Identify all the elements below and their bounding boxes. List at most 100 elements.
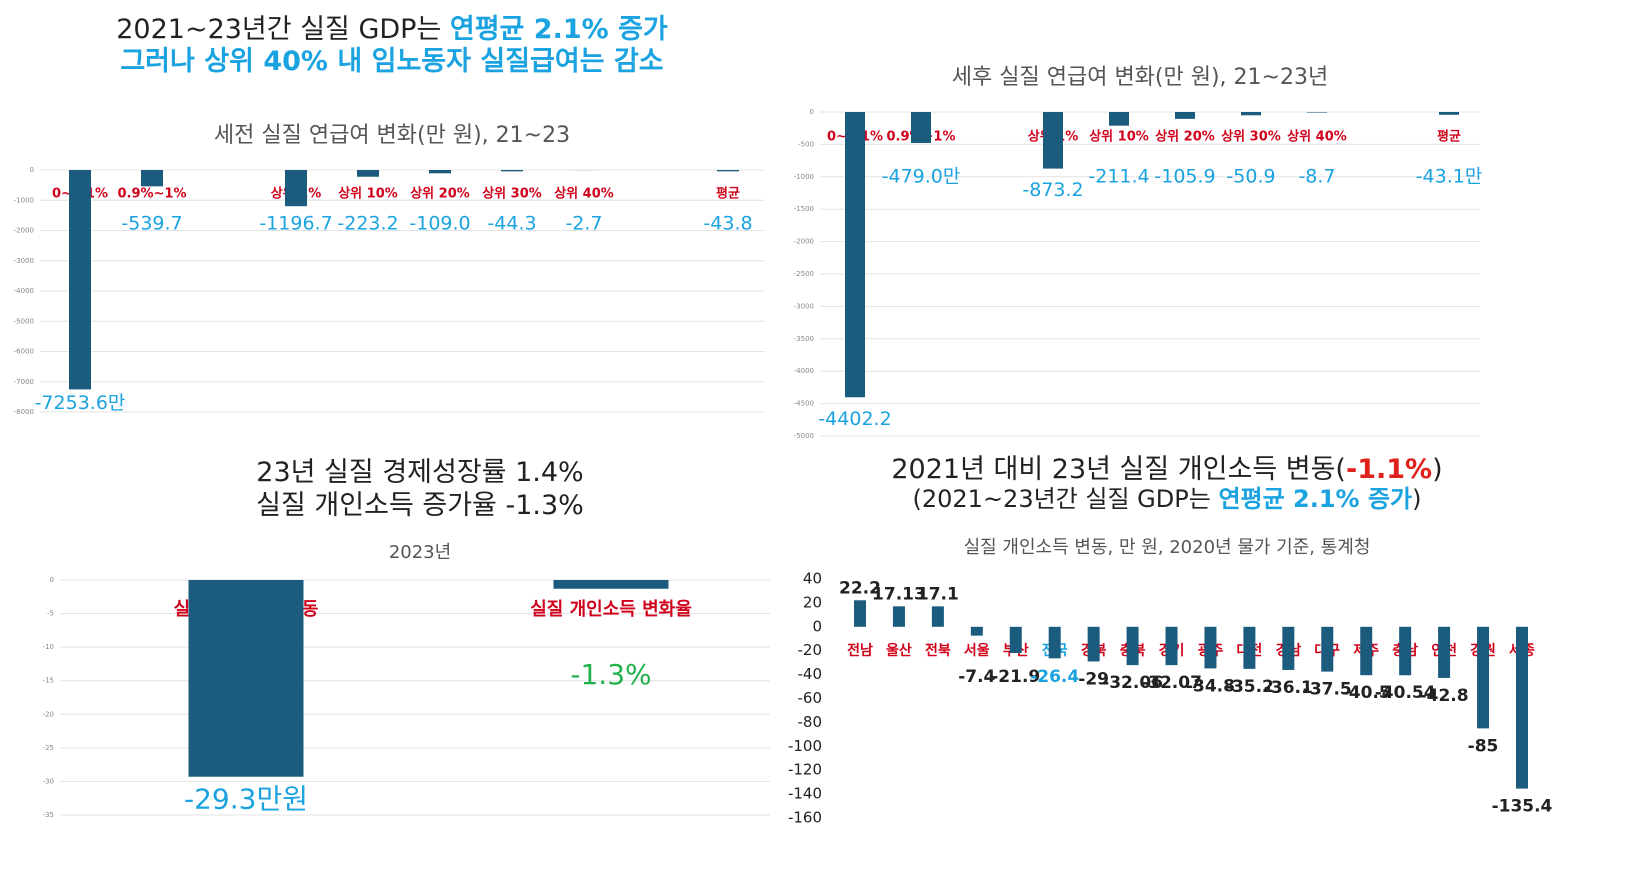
bar [1241,112,1261,116]
y-tick-label: -60 [798,689,823,707]
headline-part: (2021~23년간 실질 GDP는 [913,485,1219,513]
category-label: 0.9%~1% [117,187,186,202]
bar [1048,626,1061,659]
value-label: -32.07 [1141,673,1202,693]
value-label: -223.2 [337,213,398,235]
y-tick-label: -2000 [794,238,814,246]
category-label: 상위 40% [1287,130,1347,145]
value-label: -7.4 [958,667,995,687]
bar [717,170,739,172]
value-label: -32.06 [1102,673,1163,693]
value-label: -43.1만 [1416,166,1483,188]
bar [1439,112,1459,115]
headline: 실질 개인소득 증가율 -1.3% [256,490,584,521]
y-tick-label: -140 [788,785,822,803]
bar [1175,112,1195,119]
bar [1477,626,1490,729]
category-label: 서울 [964,642,990,659]
bar [141,170,163,187]
value-label: -42.8 [1420,686,1469,706]
category-label: 실질 개인소득 변화율 [530,599,692,620]
headline-part: 2021년 대비 23년 실질 개인소득 변동( [891,454,1346,485]
bar [501,170,523,172]
value-label: -35.2 [1225,677,1274,697]
bar [69,170,91,390]
value-label: 17.13 [872,584,926,604]
headline: 2021~23년간 실질 GDP는 연평균 2.1% 증가 [116,14,668,45]
y-tick-label: -3500 [794,335,814,343]
y-tick-label: -10 [43,643,54,651]
y-tick-label: -20 [43,710,54,718]
value-label: -479.0만 [882,166,961,188]
category-label: 상위 20% [410,187,470,202]
bar [357,170,379,177]
y-tick-label: -4000 [14,287,34,295]
y-tick-label: -4000 [794,367,814,375]
bar [1165,626,1178,666]
value-label: -539.7 [121,213,182,235]
y-tick-label: -1500 [794,205,814,213]
category-label: 상위 30% [482,187,542,202]
headline-part: 2021~23년간 실질 GDP는 [116,14,450,45]
value-label: -26.4 [1030,667,1079,687]
bar [931,606,944,627]
y-tick-label: -20 [798,641,823,659]
bar [1321,626,1334,672]
bar [970,626,983,636]
value-label: 22.2 [839,578,881,598]
y-tick-label: -35 [43,811,54,819]
value-label: 17.1 [917,584,959,604]
y-tick-label: -2000 [14,227,34,235]
value-label: -4402.2 [818,408,891,430]
bar [285,170,307,207]
bar [854,600,866,627]
category-label: 상위 20% [1155,130,1215,145]
y-tick-label: -5000 [794,432,814,440]
category-label: 상위 30% [1221,130,1281,145]
category-label: 상위 10% [1089,130,1149,145]
category-label: 평균 [716,186,740,202]
value-label: -109.0 [409,213,470,235]
y-tick-label: 0 [810,108,814,116]
value-label: -29.3만원 [184,783,308,816]
value-label: -29 [1078,669,1109,689]
y-tick-label: -5 [47,610,54,618]
headline-part: 실질 개인소득 증가율 -1.3% [256,490,584,521]
y-tick-label: -4500 [794,400,814,408]
bar [1307,112,1327,113]
category-label: 전남 [847,642,873,659]
y-tick-label: 20 [803,593,822,611]
value-label: -34.8 [1186,676,1235,696]
chart-title: 실질 개인소득 변동, 만 원, 2020년 물가 기준, 통계청 [964,537,1371,558]
value-label: -135.4 [1492,797,1553,817]
y-tick-label: -1000 [794,173,814,181]
bar [892,606,905,627]
category-label: 평균 [1437,129,1461,145]
y-tick-label: -3000 [14,257,34,265]
category-label: 상위 40% [554,187,614,202]
y-tick-label: -1000 [14,196,34,204]
y-tick-label: -120 [788,761,822,779]
bar [1204,626,1217,669]
y-tick-label: -500 [798,140,814,148]
value-label: -50.9 [1226,166,1275,188]
y-tick-label: -8000 [14,408,34,416]
value-label: -7253.6만 [35,392,126,414]
chart-title: 세전 실질 연급여 변화(만 원), 21~23 [214,123,570,148]
y-tick-label: -30 [43,777,54,785]
value-label: -8.7 [1298,166,1335,188]
bar [1515,626,1528,789]
y-tick-label: -80 [798,713,823,731]
bar [845,112,865,398]
bar [1043,112,1063,169]
headline: 23년 실질 경제성장률 1.4% [256,457,583,488]
bar [1087,626,1100,662]
bar [911,112,931,144]
y-tick-label: -15 [43,677,54,685]
headline-part: 23년 실질 경제성장률 1.4% [256,457,583,488]
value-label: -2.7 [565,213,602,235]
headline-part: -1.1% [1346,454,1432,485]
value-label: -43.8 [703,213,752,235]
headline-part: 연평균 2.1% 증가 [450,14,668,45]
